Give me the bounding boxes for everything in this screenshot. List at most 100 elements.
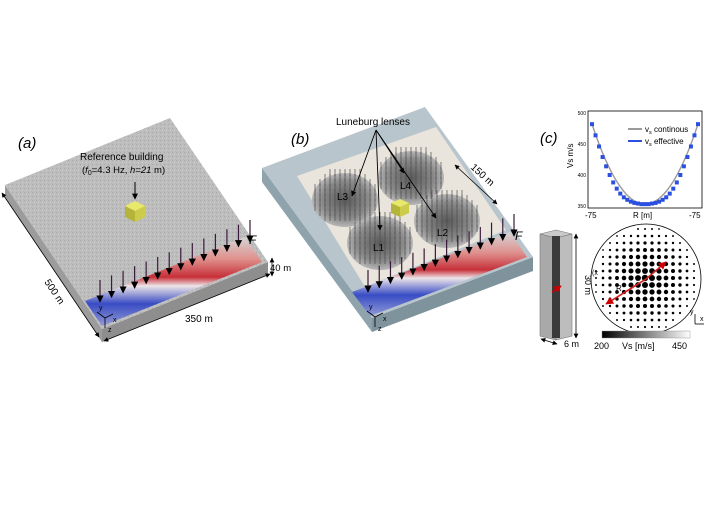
column-dot [686, 249, 688, 251]
column-dot [608, 311, 612, 315]
dim-line-6 [540, 337, 558, 346]
wave-field-b [352, 232, 527, 316]
column-dot [665, 326, 667, 328]
column-dot [650, 325, 654, 329]
column-dot [635, 275, 641, 281]
column-dot [615, 269, 619, 273]
effective-point [667, 191, 672, 196]
column-dot [635, 296, 641, 302]
dim-350-label: 350 m [185, 314, 213, 325]
column-dot [601, 283, 605, 287]
column-dot [671, 248, 675, 252]
column-dot [629, 304, 633, 308]
colorbar-min: 200 [594, 341, 609, 351]
column-dot [671, 318, 675, 322]
axis-y-b: y [369, 304, 373, 311]
column-dot [658, 228, 660, 230]
lens-label-l2: L2 [437, 228, 449, 239]
lens-plan-view: R (x y x [590, 223, 704, 335]
column-dot [636, 234, 640, 238]
slab-b-front-face [372, 257, 533, 332]
column-dot [649, 289, 655, 295]
column-dot [664, 304, 668, 308]
column-dot [657, 318, 661, 322]
colorbar-label: Vs [m/s] [622, 341, 655, 351]
panel-c: (c) 500 450 400 350 Vs m/s -75 -75 R [m] vs… [539, 110, 704, 351]
column-dot [678, 248, 682, 252]
dim-line-150 [454, 164, 498, 205]
column-dot [621, 268, 627, 274]
series-effective-points [590, 122, 700, 207]
column-dot [678, 283, 682, 287]
reference-building-label: Reference building [80, 152, 163, 163]
dim-line-500 [1, 192, 100, 338]
effective-point [650, 201, 655, 206]
column-dot [602, 305, 604, 307]
column-dot [622, 304, 626, 308]
column-dot [615, 248, 619, 252]
column-dot [622, 241, 626, 245]
column-dot [657, 304, 661, 308]
column-dot [678, 262, 682, 266]
column-dot [608, 248, 612, 252]
lens-pointers [351, 129, 437, 231]
chart-xlabel: R [m] [633, 211, 652, 220]
column-dot [615, 290, 619, 294]
column-dot [671, 290, 675, 294]
column-dot [643, 241, 647, 245]
effective-point [611, 180, 616, 185]
column-dot [601, 276, 605, 280]
reference-building-a [125, 201, 145, 222]
column-dot [685, 262, 689, 266]
column-dots [595, 228, 696, 329]
column-dot [678, 241, 682, 245]
force-arrows-a [96, 220, 254, 303]
column-dot [595, 291, 597, 293]
column-dot [664, 234, 668, 238]
column-dot [628, 254, 634, 260]
dim-30-label: 30 m [583, 275, 593, 295]
effective-point [621, 195, 626, 200]
panel-c-label: (c) [540, 130, 558, 147]
column-dot [608, 262, 612, 266]
column-dot [635, 254, 641, 260]
column-dot [692, 276, 696, 280]
column-dot [608, 255, 612, 259]
column-dot [595, 277, 597, 279]
column-dot [657, 325, 661, 329]
column-dot [685, 290, 689, 294]
column-dot [678, 297, 682, 301]
effective-point [600, 155, 605, 160]
column-dot [601, 262, 605, 266]
column-dot [657, 241, 661, 245]
column-dot [595, 284, 597, 286]
effective-point [618, 191, 623, 196]
column-dot [650, 241, 654, 245]
column-dot [642, 303, 648, 309]
effective-point [696, 122, 700, 127]
effective-point [671, 186, 676, 191]
column-dot [629, 248, 633, 252]
column-dot [608, 269, 612, 273]
column-dot [650, 318, 654, 322]
column-dot [670, 275, 676, 281]
y-ticks: 500 450 400 350 [578, 111, 587, 210]
axis-x-b: x [383, 316, 387, 323]
column-dot [635, 303, 641, 309]
column-dot [657, 248, 661, 252]
column-dot [621, 275, 627, 281]
column-dot [636, 311, 640, 315]
column-dot [656, 289, 662, 295]
column-dot [663, 268, 669, 274]
lenses-title: Luneburg lenses [336, 117, 410, 128]
radius-arrow-up [645, 261, 667, 280]
column-dot [609, 242, 611, 244]
axes-triad-a: y x z [96, 305, 117, 334]
force-label-a: F [249, 233, 257, 247]
axis-z-b: z [378, 326, 382, 333]
effective-point [685, 155, 690, 160]
effective-point [692, 133, 697, 138]
y-tick-label: 350 [578, 204, 587, 210]
column-dot [622, 234, 626, 238]
column-dot [685, 269, 689, 273]
